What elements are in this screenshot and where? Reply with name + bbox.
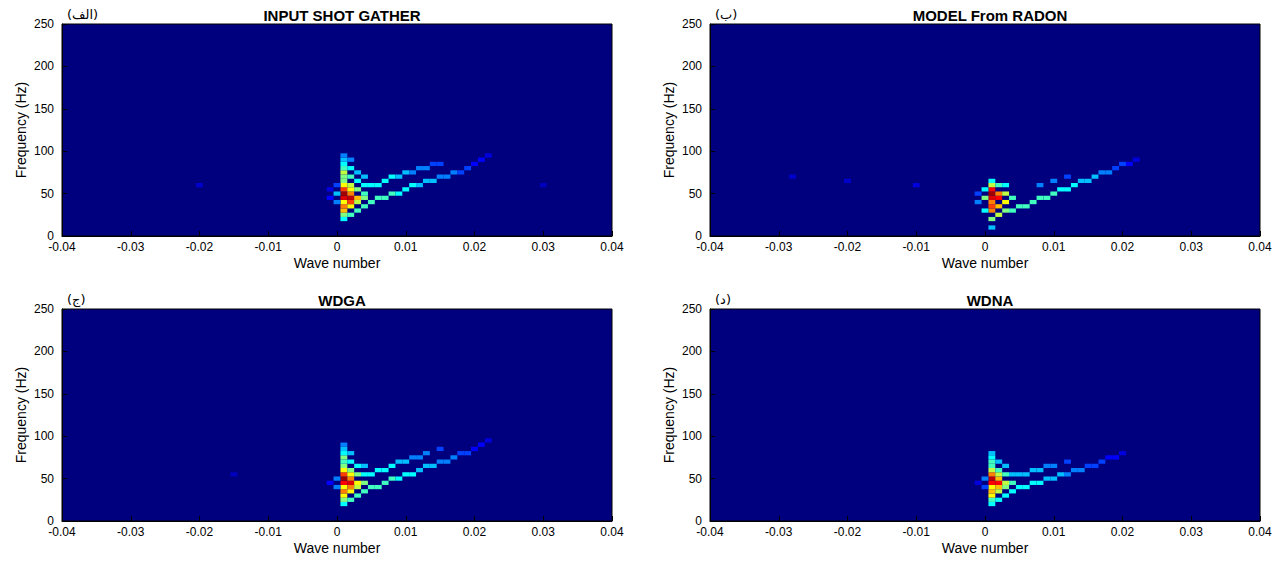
svg-text:Frequency (Hz): Frequency (Hz): [661, 367, 677, 463]
svg-text:WDNA: WDNA: [967, 292, 1014, 309]
svg-text:-0.03: -0.03: [117, 240, 145, 254]
svg-text:0.02: 0.02: [1111, 240, 1135, 254]
svg-text:50: 50: [41, 187, 55, 201]
svg-text:0.03: 0.03: [532, 240, 556, 254]
svg-text:-0.04: -0.04: [696, 240, 724, 254]
svg-text:(ب): (ب): [715, 7, 737, 22]
svg-text:0: 0: [334, 240, 341, 254]
svg-text:0.04: 0.04: [600, 525, 624, 539]
svg-text:(د): (د): [715, 292, 731, 307]
svg-text:100: 100: [34, 429, 54, 443]
svg-text:200: 200: [682, 344, 702, 358]
svg-text:100: 100: [34, 144, 54, 158]
svg-text:0: 0: [982, 240, 989, 254]
svg-text:0.04: 0.04: [600, 240, 624, 254]
svg-text:-0.02: -0.02: [834, 525, 862, 539]
svg-text:100: 100: [682, 144, 702, 158]
svg-text:WDGA: WDGA: [318, 292, 366, 309]
svg-text:(الف): (الف): [67, 7, 98, 22]
svg-text:-0.03: -0.03: [765, 525, 793, 539]
svg-text:-0.02: -0.02: [834, 240, 862, 254]
svg-text:0.01: 0.01: [1042, 525, 1066, 539]
svg-text:200: 200: [34, 344, 54, 358]
svg-text:-0.02: -0.02: [186, 525, 214, 539]
svg-text:0.03: 0.03: [1180, 240, 1204, 254]
svg-text:250: 250: [34, 302, 54, 316]
svg-text:150: 150: [34, 387, 54, 401]
svg-text:50: 50: [689, 472, 703, 486]
svg-text:0: 0: [334, 525, 341, 539]
svg-text:50: 50: [689, 187, 703, 201]
svg-text:-0.04: -0.04: [696, 525, 724, 539]
svg-text:0.04: 0.04: [1248, 240, 1272, 254]
svg-text:150: 150: [682, 387, 702, 401]
svg-text:INPUT SHOT GATHER: INPUT SHOT GATHER: [263, 7, 420, 24]
svg-text:Wave number: Wave number: [942, 255, 1029, 271]
svg-text:-0.04: -0.04: [48, 525, 76, 539]
svg-text:-0.01: -0.01: [903, 240, 931, 254]
svg-text:0.01: 0.01: [394, 240, 418, 254]
svg-text:-0.01: -0.01: [255, 240, 283, 254]
svg-text:100: 100: [682, 429, 702, 443]
svg-text:Frequency (Hz): Frequency (Hz): [13, 367, 29, 463]
svg-text:0.01: 0.01: [1042, 240, 1066, 254]
svg-text:250: 250: [34, 17, 54, 31]
svg-text:0: 0: [695, 514, 702, 528]
svg-text:0.02: 0.02: [1111, 525, 1135, 539]
svg-text:0.03: 0.03: [1180, 525, 1204, 539]
svg-text:Frequency (Hz): Frequency (Hz): [661, 82, 677, 178]
svg-text:-0.01: -0.01: [255, 525, 283, 539]
svg-text:200: 200: [34, 59, 54, 73]
svg-text:-0.03: -0.03: [117, 525, 145, 539]
svg-text:0.03: 0.03: [532, 525, 556, 539]
svg-text:Wave number: Wave number: [294, 255, 381, 271]
svg-text:0.02: 0.02: [463, 240, 487, 254]
svg-text:0: 0: [47, 514, 54, 528]
svg-text:(ج): (ج): [67, 292, 86, 308]
svg-text:0.01: 0.01: [394, 525, 418, 539]
svg-text:0: 0: [982, 525, 989, 539]
svg-text:0: 0: [47, 229, 54, 243]
svg-text:-0.03: -0.03: [765, 240, 793, 254]
svg-text:Wave number: Wave number: [942, 540, 1029, 556]
svg-text:Frequency (Hz): Frequency (Hz): [13, 82, 29, 178]
svg-text:0.04: 0.04: [1248, 525, 1272, 539]
svg-text:150: 150: [34, 102, 54, 116]
svg-text:50: 50: [41, 472, 55, 486]
svg-text:0.02: 0.02: [463, 525, 487, 539]
svg-text:250: 250: [682, 302, 702, 316]
svg-text:-0.04: -0.04: [48, 240, 76, 254]
svg-text:0: 0: [695, 229, 702, 243]
svg-text:-0.01: -0.01: [903, 525, 931, 539]
svg-text:-0.02: -0.02: [186, 240, 214, 254]
svg-text:250: 250: [682, 17, 702, 31]
svg-text:200: 200: [682, 59, 702, 73]
svg-text:150: 150: [682, 102, 702, 116]
svg-text:MODEL From RADON: MODEL From RADON: [913, 7, 1068, 24]
svg-text:Wave number: Wave number: [294, 540, 381, 556]
